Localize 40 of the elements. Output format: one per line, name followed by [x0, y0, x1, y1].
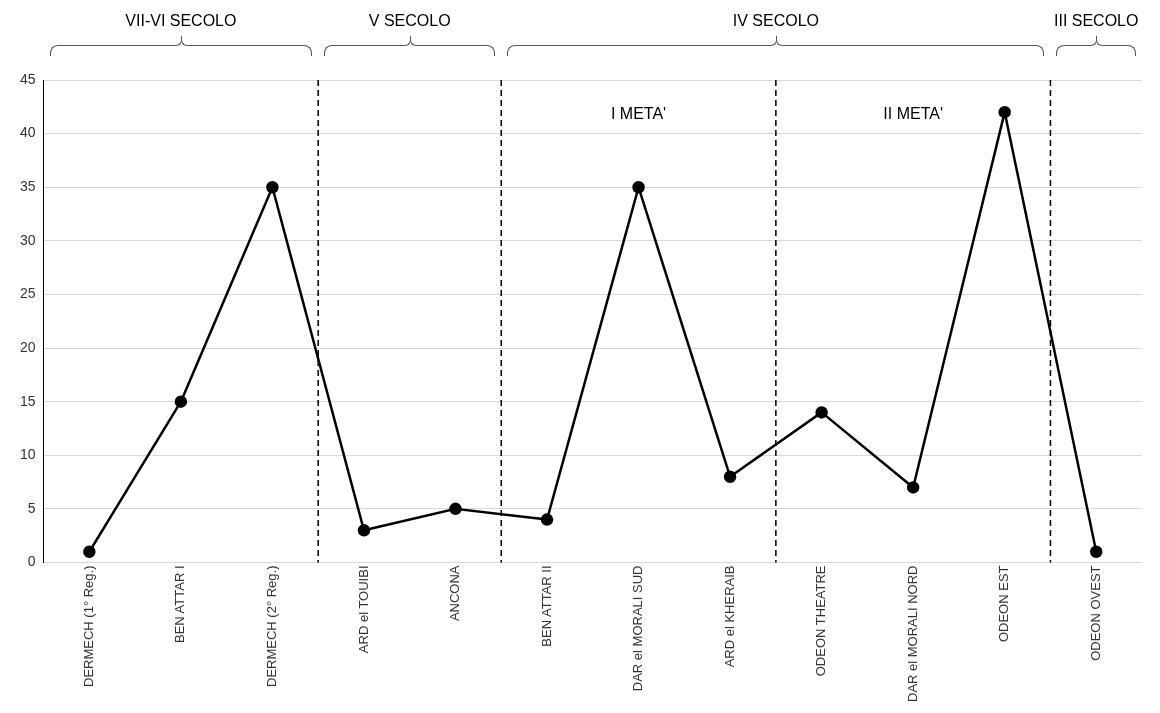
point: [632, 180, 645, 194]
point: [998, 105, 1011, 119]
point: [83, 545, 96, 559]
y-tick-label: 20: [19, 338, 36, 355]
y-tick-label: 30: [19, 231, 36, 248]
x-tick-label: DAR el MORALI NORD: [904, 565, 920, 703]
x-tick-label: DERMECH (1° Reg.): [80, 565, 96, 687]
y-tick-label: 40: [19, 124, 36, 141]
y-tick-label: 10: [19, 446, 36, 463]
x-tick-label: DAR el MORALI SUD: [630, 565, 646, 692]
point: [815, 406, 828, 419]
x-tick-label: ARD el TOUIBI: [355, 565, 371, 654]
point: [723, 470, 737, 483]
annotation: I META': [610, 105, 667, 123]
x-tick-label: DERMECH (2° Reg.): [263, 565, 279, 687]
x-tick-label: ODEON OVEST: [1087, 565, 1103, 661]
y-tick-label: 35: [19, 178, 36, 195]
x-tick-label: ODEON THEATRE: [813, 565, 829, 677]
y-tick-label: 15: [19, 392, 36, 409]
y-tick-label: 45: [19, 70, 36, 87]
point: [449, 502, 462, 516]
text: VII-VI SECOLO: [125, 12, 237, 30]
x-tick-label: ANCONA: [447, 565, 463, 622]
point: [540, 513, 554, 526]
point: [906, 481, 920, 494]
x-tick-label: BEN ATTAR I: [172, 565, 188, 644]
annotation: II META': [883, 105, 943, 123]
point: [357, 524, 371, 537]
point: [266, 180, 279, 194]
y-tick-label: 25: [19, 285, 36, 302]
text: III SECOLO: [1054, 12, 1139, 30]
x-tick-label: BEN ATTAR II: [538, 565, 554, 647]
text: V SECOLO: [368, 12, 451, 30]
y-tick-label: 5: [27, 499, 36, 516]
x-tick-label: ODEON EST: [996, 565, 1012, 643]
x-tick-label: ARD el KHERAIB: [721, 565, 737, 668]
point: [1089, 545, 1103, 559]
text: IV SECOLO: [732, 12, 819, 30]
y-tick-label: 0: [27, 553, 36, 570]
point: [174, 395, 188, 408]
